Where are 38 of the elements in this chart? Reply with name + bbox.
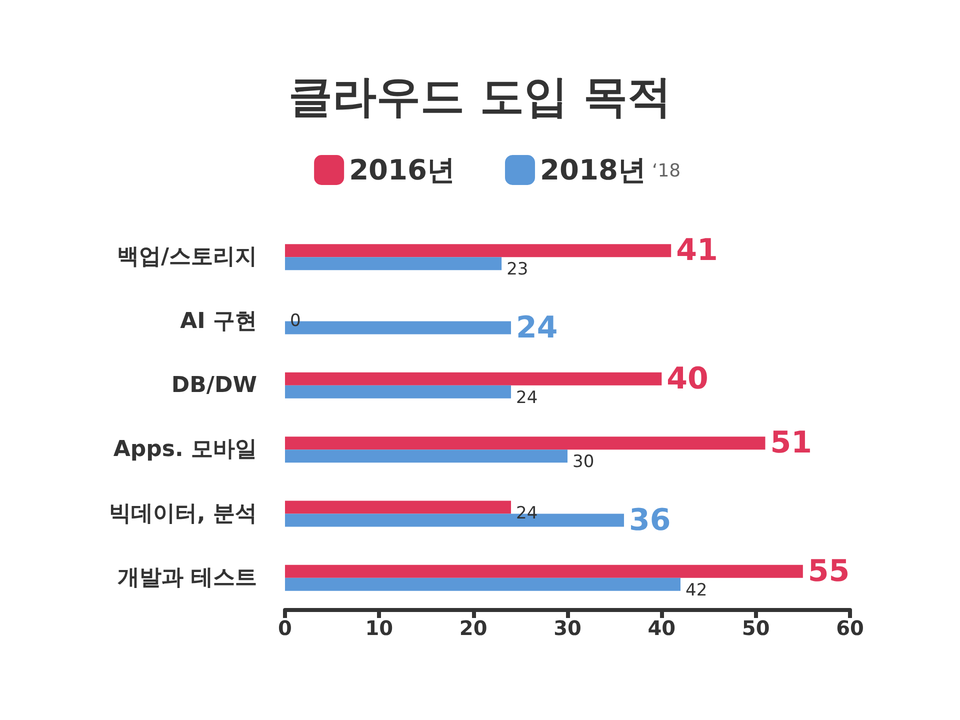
data-label: 36 (629, 502, 671, 538)
data-label: 51 (770, 426, 812, 461)
y-tick-label: AI 구현 (180, 308, 257, 334)
legend-label: 2016년 (349, 154, 456, 186)
bar (285, 450, 568, 463)
legend-label: 2018년 (540, 154, 646, 186)
bar (285, 436, 766, 450)
y-tick-label: DB/DW (171, 372, 257, 398)
data-label: 42 (686, 580, 708, 600)
bar (285, 500, 511, 514)
x-tick-label: 10 (365, 616, 394, 640)
bar (285, 564, 803, 578)
data-label: 0 (290, 310, 301, 331)
x-tick-label: 60 (836, 616, 864, 640)
bar (285, 257, 502, 270)
data-label: 24 (516, 388, 538, 408)
data-label: 30 (572, 452, 594, 472)
data-label: 24 (516, 503, 538, 524)
bar (285, 244, 672, 258)
y-tick-label: 개발과 테스트 (117, 565, 257, 590)
data-label: 41 (676, 233, 718, 268)
x-tick-label: 0 (278, 616, 292, 640)
x-tick-label: 50 (742, 616, 770, 640)
x-tick-label: 30 (554, 616, 582, 640)
x-tick-label: 40 (648, 616, 676, 640)
data-label: 40 (666, 361, 708, 396)
bar (285, 372, 662, 386)
data-label: 23 (506, 260, 528, 280)
x-tick-label: 20 (459, 616, 488, 640)
data-label: 55 (808, 554, 850, 589)
text: ‘18 (652, 160, 681, 182)
y-tick-label: 백업/스토리지 (116, 244, 257, 270)
bar (285, 385, 511, 398)
y-tick-label: Apps. 모바일 (113, 437, 257, 462)
y-tick-label: 빅데이터, 분석 (108, 501, 257, 526)
bar (285, 578, 680, 591)
data-label: 24 (516, 310, 558, 346)
chart-title: 클라우드 도입 목적 (288, 72, 672, 122)
